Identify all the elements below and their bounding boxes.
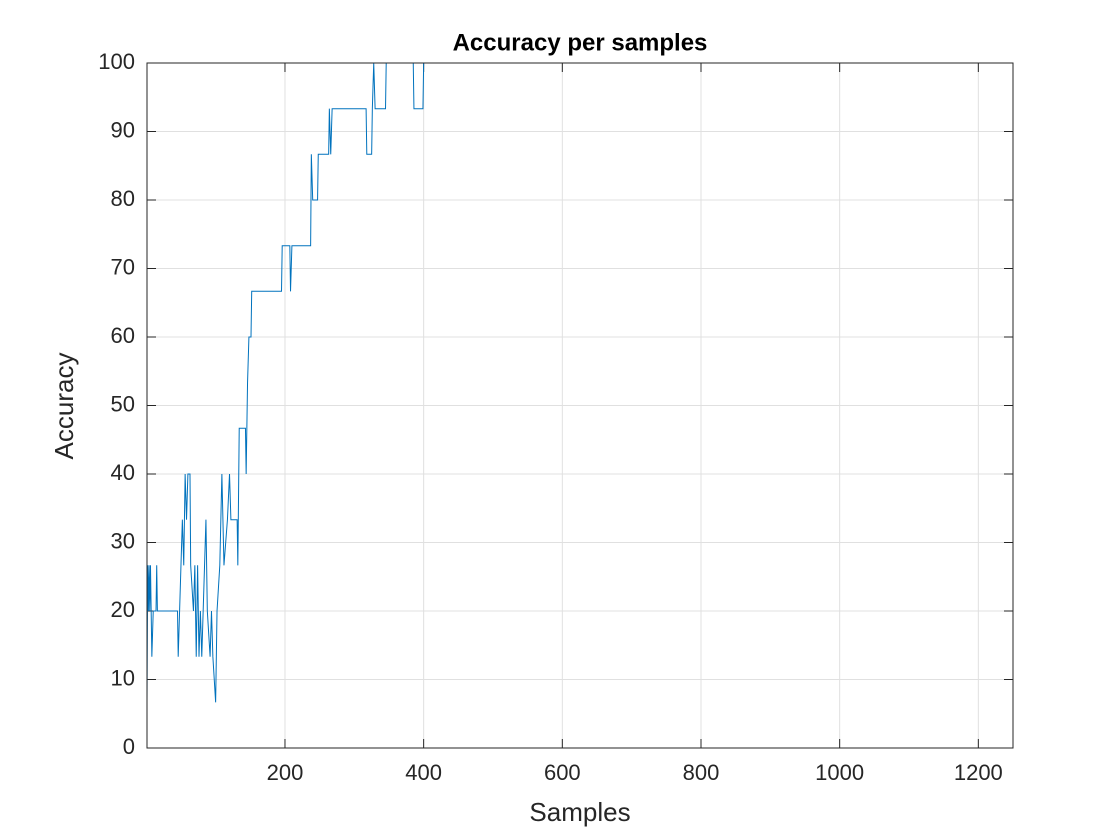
data-line — [146, 62, 1013, 703]
x-tick-label: 1000 — [815, 760, 864, 785]
y-tick-label: 90 — [111, 117, 135, 142]
x-tick-label: 800 — [683, 760, 720, 785]
y-tick-label: 30 — [111, 528, 135, 553]
x-tick-label: 1200 — [954, 760, 1003, 785]
y-tick-label: 80 — [111, 186, 135, 211]
y-tick-label: 50 — [111, 391, 135, 416]
x-axis-label: Samples — [529, 797, 630, 827]
y-tick-label: 40 — [111, 460, 135, 485]
x-tick-label: 600 — [544, 760, 581, 785]
y-tick-label: 20 — [111, 597, 135, 622]
x-tick-label: 200 — [267, 760, 304, 785]
y-tick-label: 10 — [111, 665, 135, 690]
y-tick-label: 60 — [111, 323, 135, 348]
chart-title: Accuracy per samples — [453, 29, 708, 56]
plot-frame — [146, 62, 1014, 749]
y-axis-label: Accuracy — [49, 353, 79, 460]
x-tick-label: 400 — [405, 760, 442, 785]
y-tick-label: 100 — [98, 49, 135, 74]
y-tick-label: 0 — [123, 734, 135, 759]
y-tick-label: 70 — [111, 254, 135, 279]
